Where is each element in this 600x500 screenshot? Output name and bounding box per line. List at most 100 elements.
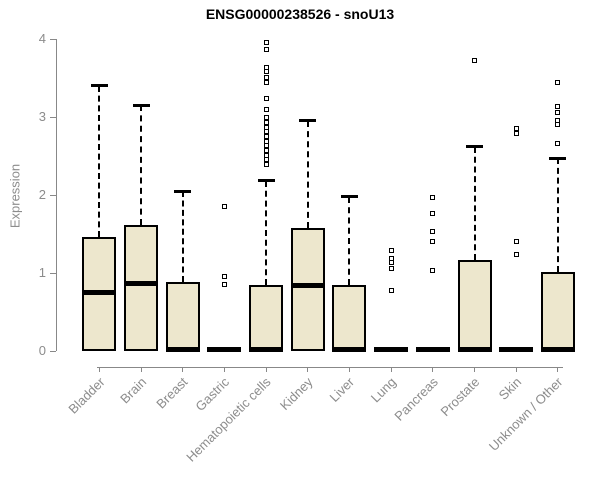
outlier-point	[221, 204, 227, 210]
outlier-point	[263, 74, 269, 80]
whisker-line	[556, 158, 559, 273]
box-iqr	[249, 284, 284, 351]
box-iqr	[290, 227, 325, 351]
outlier-point	[388, 265, 394, 271]
whisker-cap	[132, 103, 150, 107]
outlier-point	[430, 268, 436, 274]
outlier-point	[513, 251, 519, 257]
outlier-point	[388, 287, 394, 293]
y-axis-tick	[50, 272, 56, 274]
whisker-cap	[174, 189, 192, 193]
median-line	[82, 290, 117, 295]
outlier-point	[430, 238, 436, 244]
y-axis-tick	[50, 116, 56, 118]
whisker-cap	[257, 179, 275, 183]
outlier-point	[263, 47, 269, 53]
x-axis-tick	[557, 367, 559, 372]
y-axis-tick	[50, 194, 56, 196]
outlier-point	[263, 162, 269, 168]
x-axis-category-label: Kidney	[276, 374, 316, 414]
outlier-point	[263, 129, 269, 135]
x-axis-tick	[223, 367, 225, 372]
outlier-point	[263, 119, 269, 125]
whisker-cap	[340, 195, 358, 199]
x-axis-category-label: Skin	[495, 374, 525, 403]
median-line	[207, 346, 242, 352]
box-iqr	[332, 285, 367, 351]
outlier-point	[430, 229, 436, 235]
x-axis-category-label: Liver	[326, 374, 358, 405]
x-axis-tick	[474, 367, 476, 372]
whisker-line	[181, 191, 184, 283]
outlier-point	[263, 64, 269, 70]
x-axis-tick	[432, 367, 434, 372]
whisker-cap	[299, 119, 317, 123]
outlier-point	[263, 124, 269, 130]
y-axis-tick-label: 2	[38, 187, 46, 202]
median-line	[249, 346, 284, 352]
x-axis-category-label: Lung	[368, 374, 400, 406]
x-axis-tick	[265, 367, 267, 372]
x-axis-tick	[515, 367, 517, 372]
whisker-cap	[90, 84, 108, 88]
outlier-point	[221, 274, 227, 280]
whisker-line	[98, 85, 101, 238]
x-axis-category-label: Brain	[116, 374, 149, 407]
y-axis-tick-label: 0	[38, 343, 46, 358]
x-axis-tick	[182, 367, 184, 372]
x-axis-tick	[348, 367, 350, 372]
x-axis-category-label: Pancreas	[391, 374, 441, 424]
x-axis-category-label: Gastric	[192, 374, 233, 415]
outlier-point	[430, 194, 436, 200]
whisker-cap	[466, 145, 484, 149]
whisker-line	[265, 180, 268, 285]
y-axis-tick-label: 4	[38, 31, 46, 46]
outlier-point	[263, 115, 269, 121]
outlier-point	[472, 58, 478, 64]
y-axis-line	[56, 39, 57, 351]
x-axis-tick	[390, 367, 392, 372]
x-axis-category-label: Breast	[153, 374, 191, 412]
median-line	[332, 346, 367, 352]
outlier-point	[263, 143, 269, 149]
outlier-point	[263, 106, 269, 112]
outlier-point	[555, 80, 561, 86]
outlier-point	[263, 148, 269, 154]
outlier-point	[263, 80, 269, 86]
outlier-point	[263, 157, 269, 163]
y-axis-tick	[50, 350, 56, 352]
whisker-line	[306, 120, 309, 228]
x-axis-category-label: Prostate	[437, 374, 483, 420]
outlier-point	[513, 130, 519, 136]
outlier-point	[263, 138, 269, 144]
outlier-point	[388, 247, 394, 253]
median-line	[124, 280, 159, 286]
whisker-line	[140, 105, 143, 225]
outlier-point	[555, 141, 561, 147]
outlier-point	[388, 255, 394, 261]
x-axis-category-label: Bladder	[65, 374, 108, 417]
median-line	[457, 346, 492, 352]
median-line	[374, 346, 409, 352]
x-axis-tick	[98, 367, 100, 372]
y-axis-tick-label: 3	[38, 109, 46, 124]
x-axis-tick	[140, 367, 142, 372]
y-axis-tick-label: 1	[38, 265, 46, 280]
outlier-point	[263, 134, 269, 139]
median-line	[290, 282, 325, 288]
whisker-line	[473, 146, 476, 260]
outlier-point	[555, 109, 561, 115]
median-line	[540, 346, 575, 352]
outlier-point	[555, 122, 561, 128]
y-axis-tick	[50, 38, 56, 40]
chart-title: ENSG00000238526 - snoU13	[205, 6, 395, 22]
outlier-point	[263, 40, 269, 46]
outlier-point	[263, 69, 269, 75]
outlier-point	[513, 126, 519, 132]
outlier-point	[221, 282, 227, 288]
outlier-point	[263, 152, 269, 158]
outlier-point	[388, 260, 394, 266]
box-iqr	[124, 224, 159, 351]
